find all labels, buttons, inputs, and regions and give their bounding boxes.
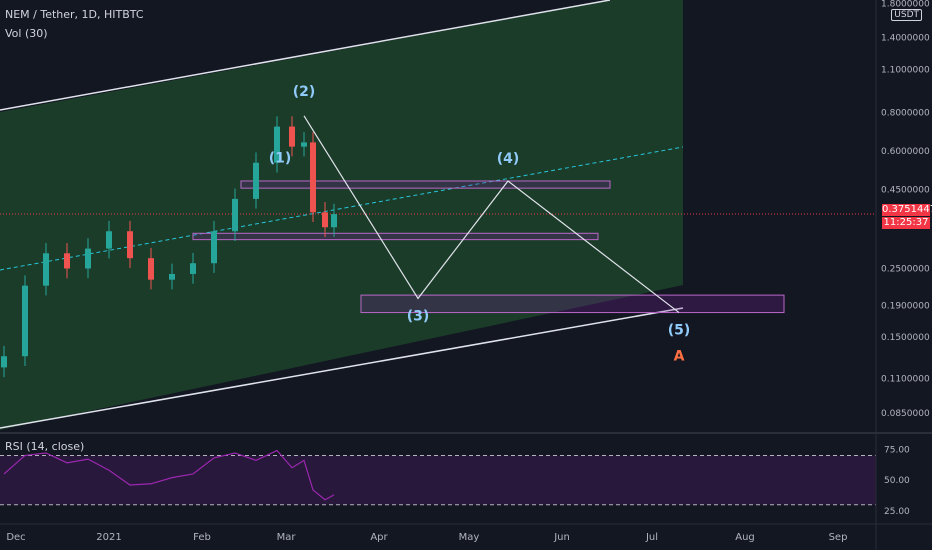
elliott-projection-path[interactable] xyxy=(303,115,680,314)
price-tick-label: 1.8000000 xyxy=(881,0,930,10)
candle[interactable] xyxy=(232,198,238,232)
rsi-indicator-label[interactable]: RSI (14, close) xyxy=(5,440,85,453)
wave-label: (4) xyxy=(497,151,520,167)
time-tick-label: Feb xyxy=(193,532,211,543)
candle[interactable] xyxy=(322,212,328,228)
rsi-tick-label: 25.00 xyxy=(884,507,910,517)
rsi-line[interactable] xyxy=(3,449,335,501)
candle[interactable] xyxy=(127,231,133,259)
price-tick-label: 0.1500000 xyxy=(881,333,930,343)
rsi-tick-label: 50.00 xyxy=(884,476,910,486)
wave-label-a: A xyxy=(674,349,685,365)
candle[interactable] xyxy=(274,126,280,163)
candle[interactable] xyxy=(43,253,49,286)
wave-labels: (1) (2) (3) (4) (5) A xyxy=(269,84,691,365)
price-tick-label: 0.1100000 xyxy=(881,375,930,385)
volume-indicator-label[interactable]: Vol (30) xyxy=(5,27,48,40)
time-tick-label: Apr xyxy=(370,532,388,543)
zone-3[interactable] xyxy=(360,294,785,314)
price-tick-label: 0.8000000 xyxy=(881,108,930,118)
rsi-tick-label: 75.00 xyxy=(884,445,910,455)
zone-1[interactable] xyxy=(240,180,611,189)
price-tick-label: 0.1900000 xyxy=(881,301,930,311)
time-tick-label: Jun xyxy=(553,532,570,543)
wave-label: (1) xyxy=(269,151,292,167)
price-tick-label: 0.6000000 xyxy=(881,147,930,157)
time-tick-label: Aug xyxy=(735,532,755,543)
countdown-tag: 11:25:37 xyxy=(882,217,930,229)
time-tick-label: May xyxy=(459,532,480,543)
candle[interactable] xyxy=(211,231,217,264)
candle[interactable] xyxy=(85,248,91,269)
rsi-pane[interactable] xyxy=(0,432,932,506)
price-tick-label: 1.4000000 xyxy=(881,33,930,43)
candle[interactable] xyxy=(301,142,307,147)
time-tick-label: 2021 xyxy=(96,532,121,543)
channel-fill xyxy=(0,0,683,430)
time-tick-label: Dec xyxy=(6,532,25,543)
time-tick-label: Jul xyxy=(645,532,658,543)
currency-badge: USDT xyxy=(891,9,922,21)
price-pane[interactable] xyxy=(0,0,876,430)
wave-label: (5) xyxy=(668,323,691,339)
channel-upper-line[interactable] xyxy=(0,0,611,111)
time-tick-label: Sep xyxy=(829,532,848,543)
zone-2[interactable] xyxy=(192,232,599,241)
channel-midline[interactable] xyxy=(0,146,684,271)
candle[interactable] xyxy=(1,356,7,368)
candle[interactable] xyxy=(169,273,175,280)
price-tick-label: 0.0850000 xyxy=(881,409,930,419)
price-tick-label: 0.4500000 xyxy=(881,186,930,196)
candle[interactable] xyxy=(64,253,70,269)
channel-lower-line[interactable] xyxy=(0,307,684,429)
wave-label: (3) xyxy=(407,308,430,324)
candle[interactable] xyxy=(148,258,154,280)
candle[interactable] xyxy=(310,142,316,213)
current-price-tag: 0.3751447 xyxy=(882,204,932,216)
candle[interactable] xyxy=(190,263,196,274)
candle[interactable] xyxy=(22,285,28,357)
rsi-band xyxy=(0,455,876,505)
candle[interactable] xyxy=(253,162,259,199)
symbol-title[interactable]: NEM / Tether, 1D, HITBTC xyxy=(5,8,144,21)
price-tick-label: 1.1000000 xyxy=(881,66,930,76)
candle[interactable] xyxy=(331,214,337,228)
candle[interactable] xyxy=(289,126,295,147)
wave-label: (2) xyxy=(293,84,316,100)
candle[interactable] xyxy=(106,231,112,249)
price-tick-label: 0.2500000 xyxy=(881,264,930,274)
time-tick-label: Mar xyxy=(277,532,297,543)
